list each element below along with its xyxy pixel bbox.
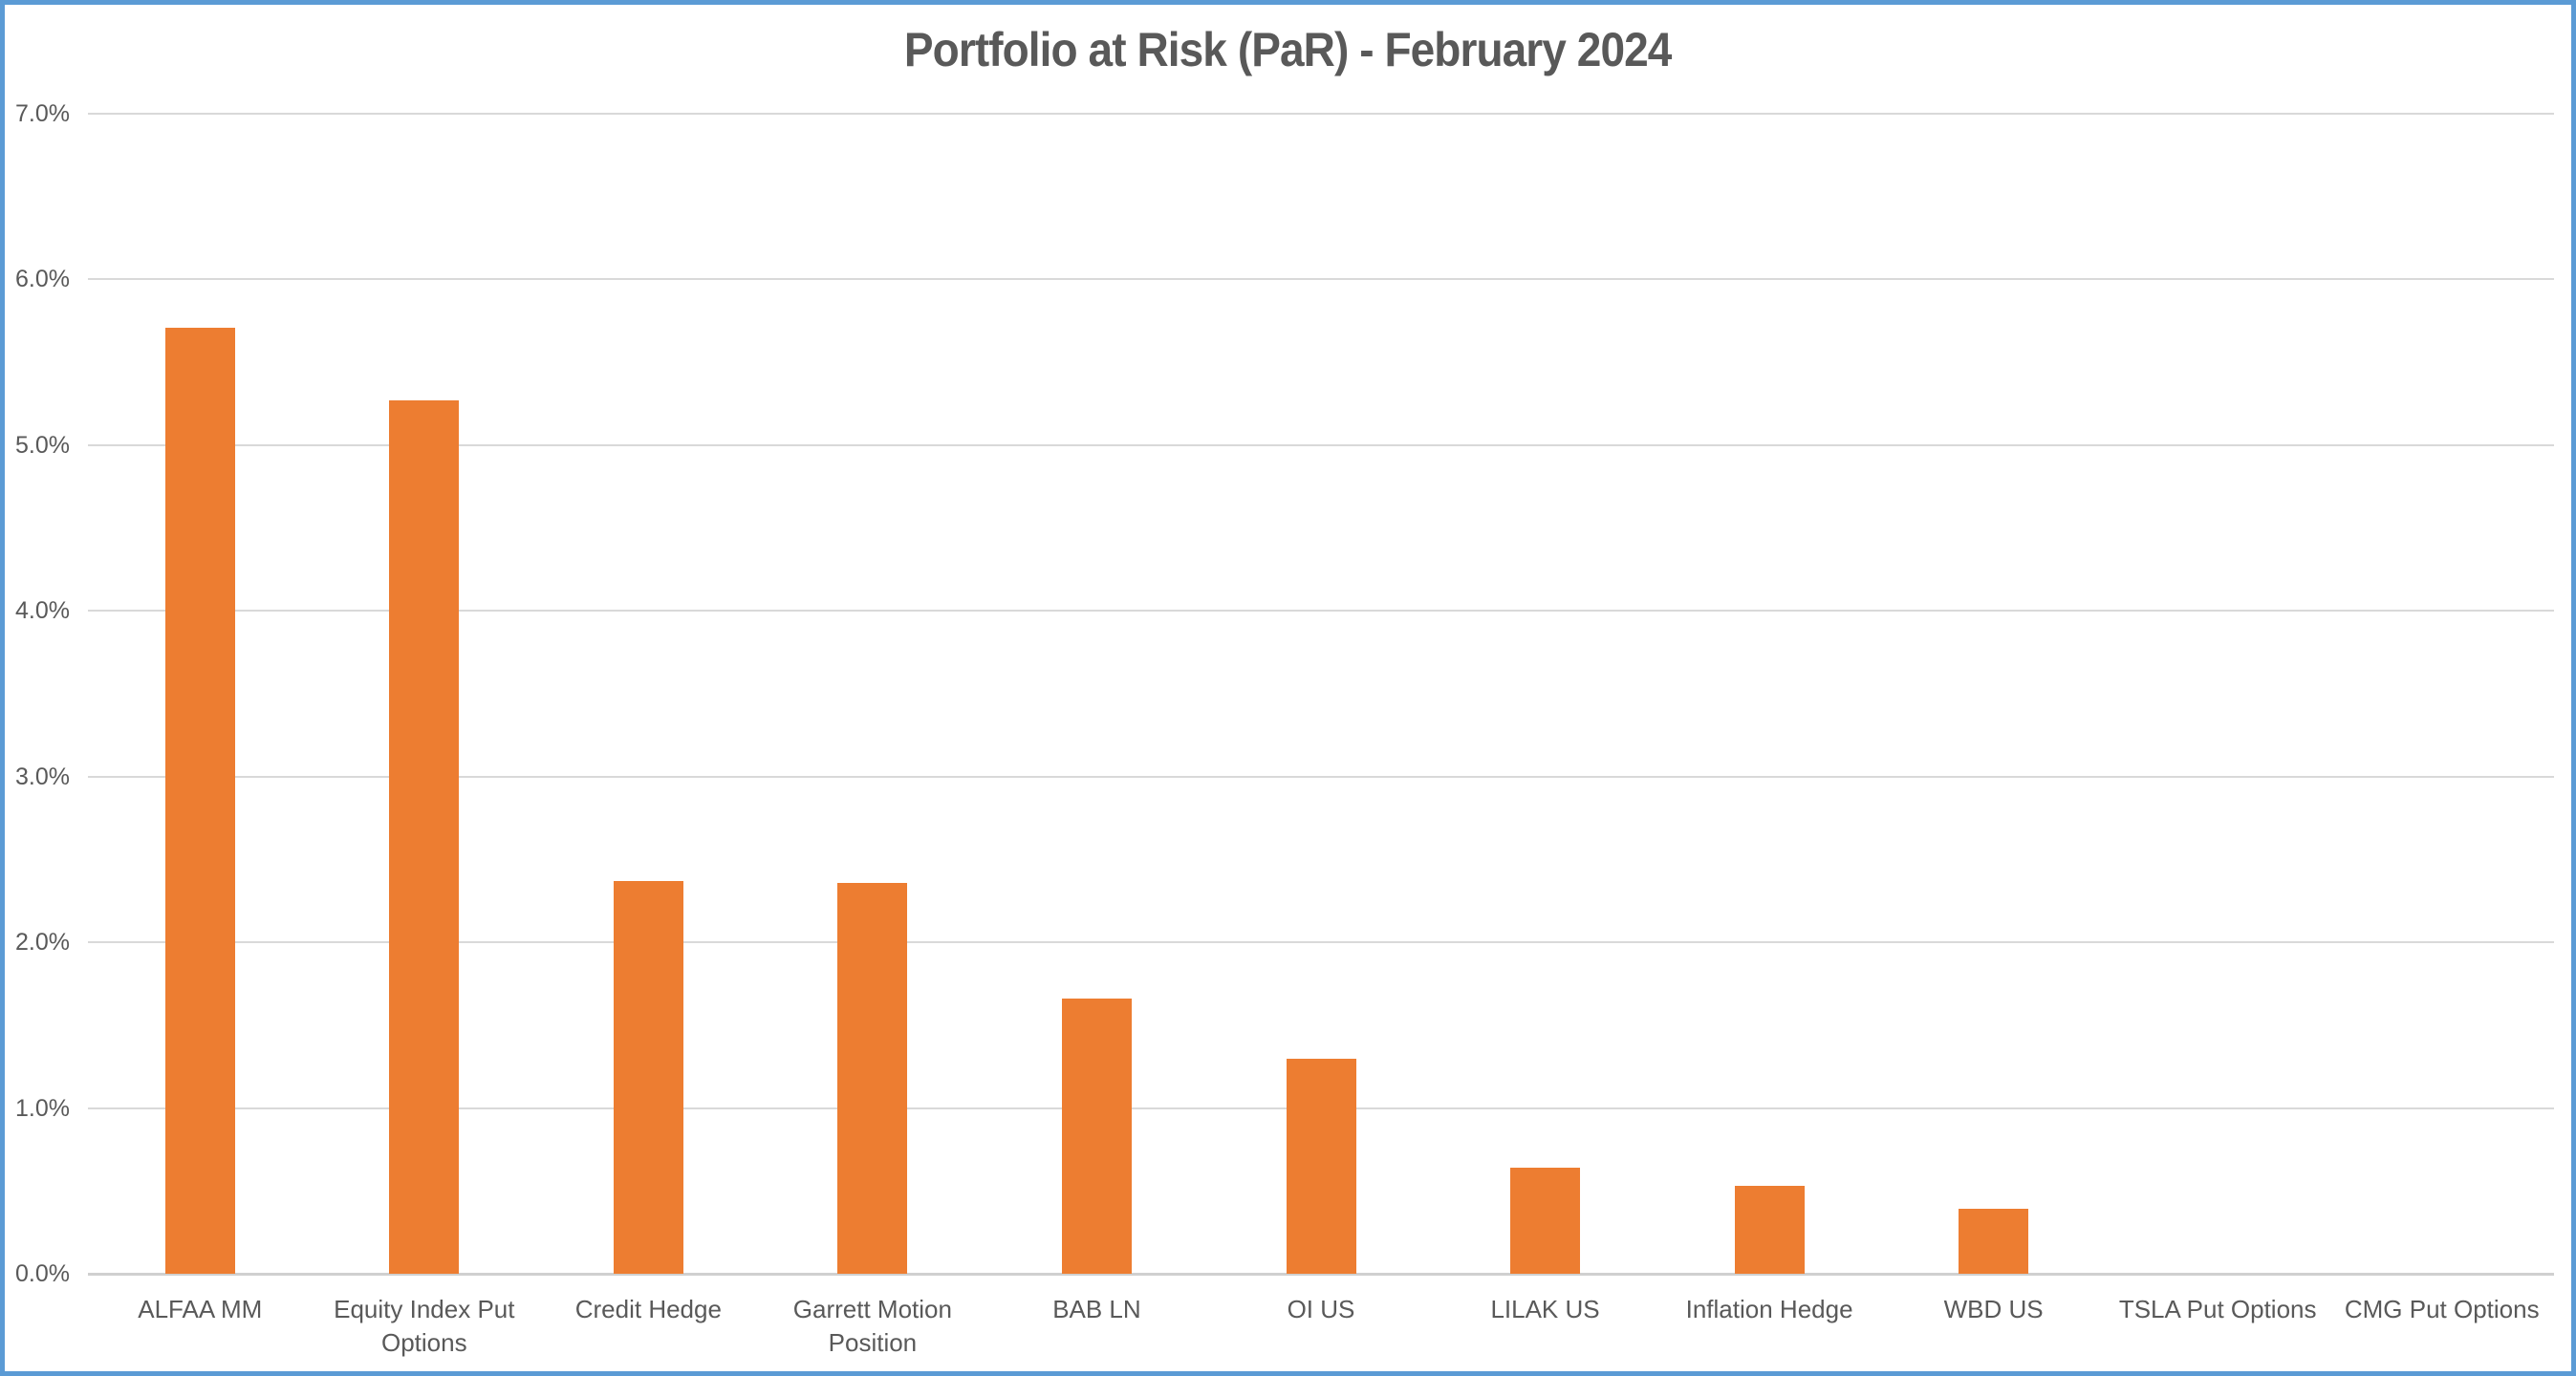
x-tick-label: TSLA Put Options: [2118, 1295, 2317, 1323]
bar-inflation-hedge: [1734, 1186, 1805, 1274]
gridline: [88, 443, 2554, 446]
y-tick-label: 4.0%: [15, 597, 70, 625]
x-tick-label: WBD US: [1943, 1295, 2044, 1323]
plot-area: [88, 113, 2554, 1276]
x-tick-label: Credit Hedge: [574, 1295, 722, 1323]
bar-wbd-us: [1959, 1209, 2029, 1274]
x-axis-line: [88, 1273, 2554, 1276]
y-tick-label: 1.0%: [15, 1094, 70, 1122]
bar-equity-index-put-options: [389, 400, 460, 1274]
bar-lilak-us: [1510, 1168, 1581, 1274]
y-tick-label: 3.0%: [15, 763, 70, 790]
gridline: [88, 775, 2554, 778]
y-tick-label: 5.0%: [15, 431, 70, 459]
x-tick-label: CMG Put Options: [2344, 1295, 2540, 1323]
gridline: [88, 278, 2554, 281]
x-tick-label: Garrett Motion Position: [792, 1295, 952, 1357]
x-tick-label: LILAK US: [1490, 1295, 1600, 1323]
y-tick-label: 6.0%: [15, 266, 70, 293]
y-tick-label: 0.0%: [15, 1260, 70, 1287]
bar-credit-hedge: [613, 881, 683, 1274]
x-tick-label: OI US: [1287, 1295, 1355, 1323]
gridline: [88, 610, 2554, 613]
y-tick-label: 2.0%: [15, 929, 70, 957]
bar-alfaa-mm: [164, 328, 235, 1274]
bar-garrett-motion-position: [837, 883, 908, 1274]
chart-title-text: Portfolio at Risk (PaR) - February 2024: [904, 23, 1672, 76]
bar-oi-us: [1286, 1059, 1356, 1274]
x-tick-label: ALFAA MM: [138, 1295, 263, 1323]
chart-title: Portfolio at Risk (PaR) - February 2024: [5, 22, 2571, 77]
x-tick-label: Equity Index Put Options: [334, 1295, 515, 1357]
x-tick-label: Inflation Hedge: [1685, 1295, 1853, 1323]
gridline: [88, 941, 2554, 944]
bar-bab-ln: [1061, 999, 1132, 1274]
y-tick-label: 7.0%: [15, 100, 70, 127]
gridline: [88, 113, 2554, 115]
x-tick-label: BAB LN: [1052, 1295, 1141, 1323]
